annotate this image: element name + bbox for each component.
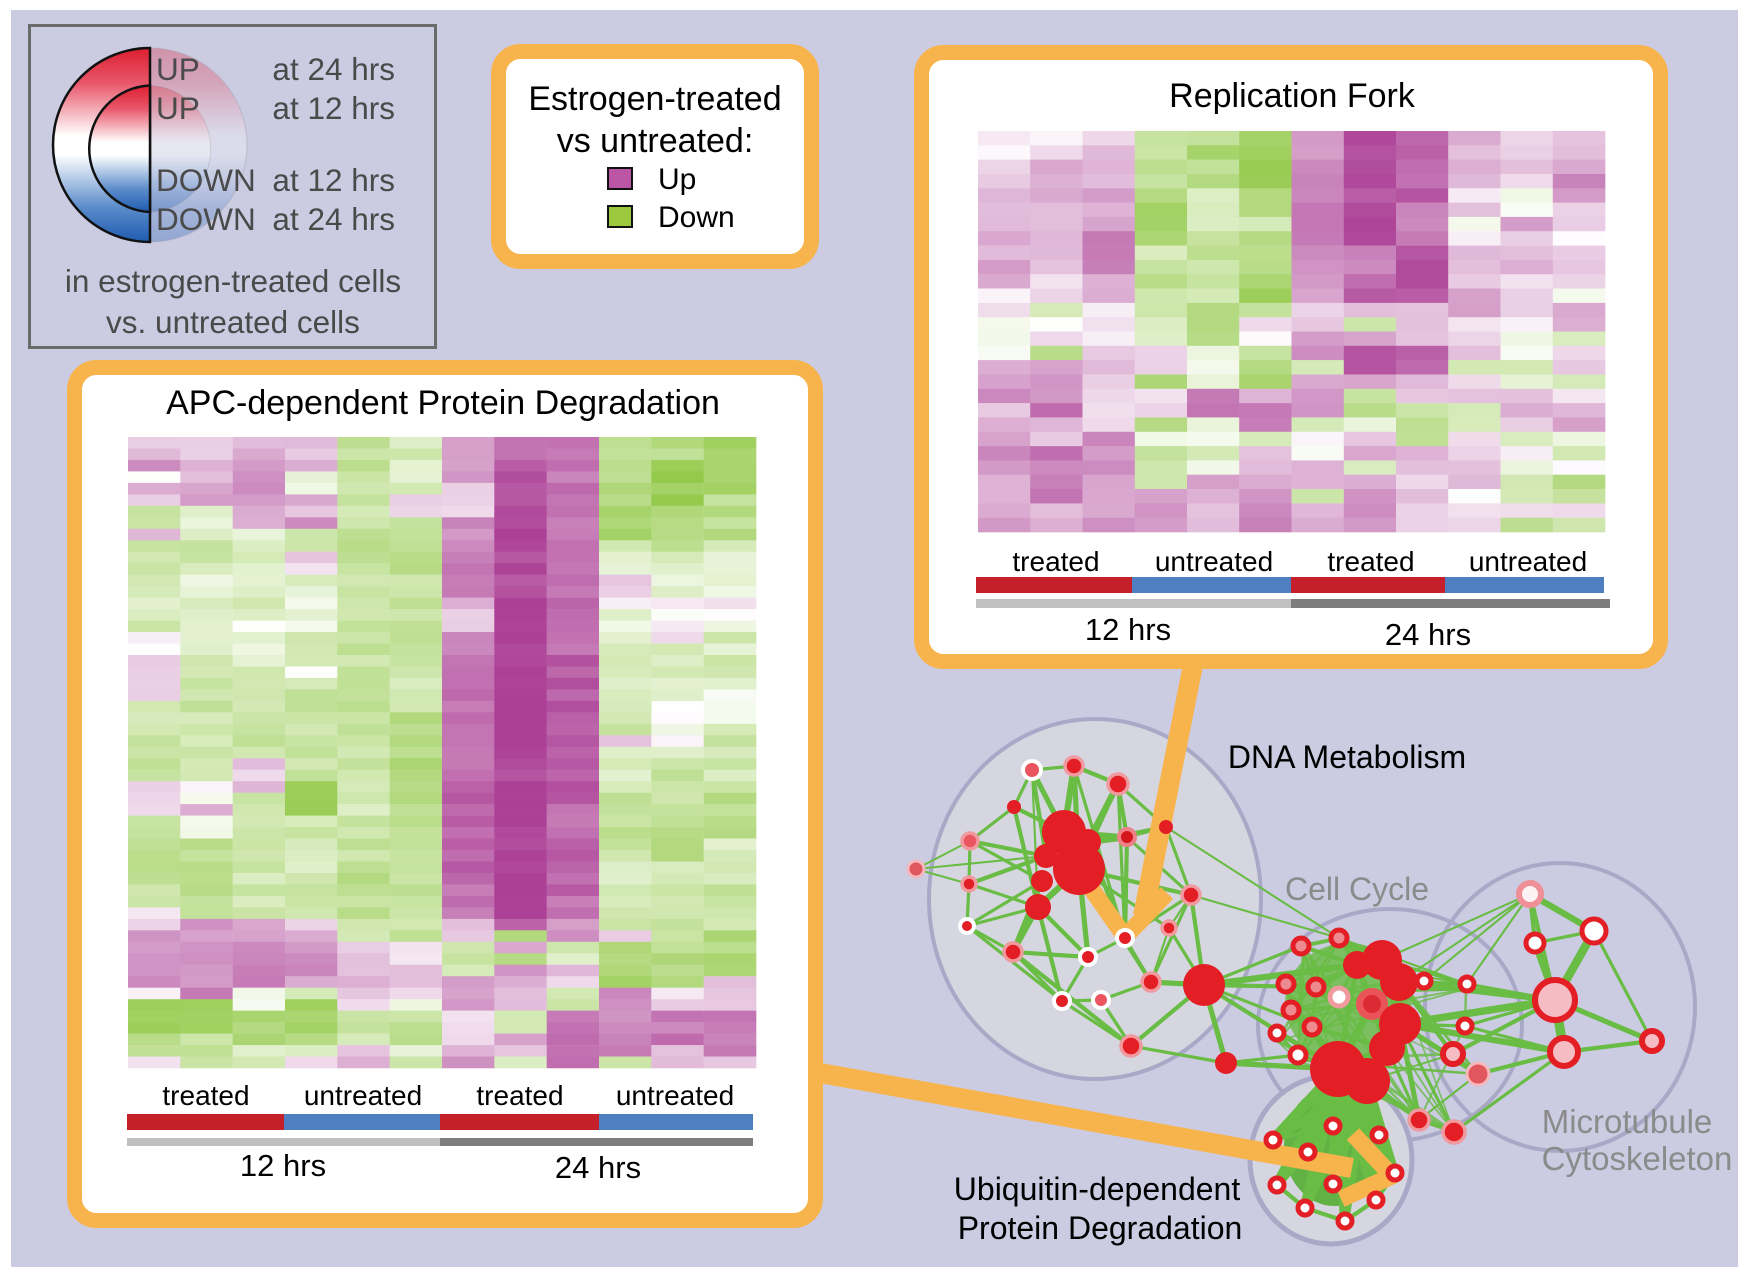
svg-text:12 hrs: 12 hrs bbox=[1085, 612, 1171, 647]
svg-text:untreated: untreated bbox=[304, 1080, 422, 1111]
svg-text:UP: UP bbox=[156, 90, 200, 126]
svg-text:at 12 hrs: at 12 hrs bbox=[272, 90, 395, 126]
svg-text:Estrogen-treated: Estrogen-treated bbox=[528, 80, 781, 118]
svg-text:UP: UP bbox=[156, 51, 200, 87]
svg-text:at 12 hrs: at 12 hrs bbox=[272, 162, 395, 198]
svg-text:Down: Down bbox=[658, 201, 735, 234]
svg-text:vs. untreated cells: vs. untreated cells bbox=[106, 304, 360, 340]
svg-text:treated: treated bbox=[1012, 546, 1099, 577]
svg-text:Cytoskeleton: Cytoskeleton bbox=[1542, 1140, 1733, 1177]
svg-text:Replication Fork: Replication Fork bbox=[1169, 77, 1416, 115]
svg-text:Cell Cycle: Cell Cycle bbox=[1285, 871, 1429, 907]
svg-text:12 hrs: 12 hrs bbox=[240, 1148, 326, 1183]
svg-text:at 24 hrs: at 24 hrs bbox=[272, 51, 395, 87]
svg-text:Protein Degradation: Protein Degradation bbox=[958, 1210, 1243, 1246]
svg-text:APC-dependent Protein Degradat: APC-dependent Protein Degradation bbox=[166, 384, 720, 422]
svg-text:24 hrs: 24 hrs bbox=[1385, 617, 1471, 652]
svg-text:untreated: untreated bbox=[1469, 546, 1587, 577]
svg-text:treated: treated bbox=[476, 1080, 563, 1111]
svg-text:treated: treated bbox=[1327, 546, 1414, 577]
svg-text:untreated: untreated bbox=[1155, 546, 1273, 577]
svg-text:in estrogen-treated cells: in estrogen-treated cells bbox=[65, 263, 401, 299]
svg-text:24 hrs: 24 hrs bbox=[555, 1150, 641, 1185]
svg-text:Ubiquitin-dependent: Ubiquitin-dependent bbox=[954, 1171, 1241, 1207]
svg-text:vs untreated:: vs untreated: bbox=[557, 122, 754, 160]
svg-text:at 24 hrs: at 24 hrs bbox=[272, 201, 395, 237]
svg-text:untreated: untreated bbox=[616, 1080, 734, 1111]
svg-text:Up: Up bbox=[658, 163, 696, 196]
svg-text:treated: treated bbox=[162, 1080, 249, 1111]
svg-text:Microtubule: Microtubule bbox=[1542, 1103, 1713, 1140]
svg-text:DNA Metabolism: DNA Metabolism bbox=[1228, 739, 1466, 775]
svg-text:DOWN: DOWN bbox=[156, 162, 256, 198]
svg-text:DOWN: DOWN bbox=[156, 201, 256, 237]
